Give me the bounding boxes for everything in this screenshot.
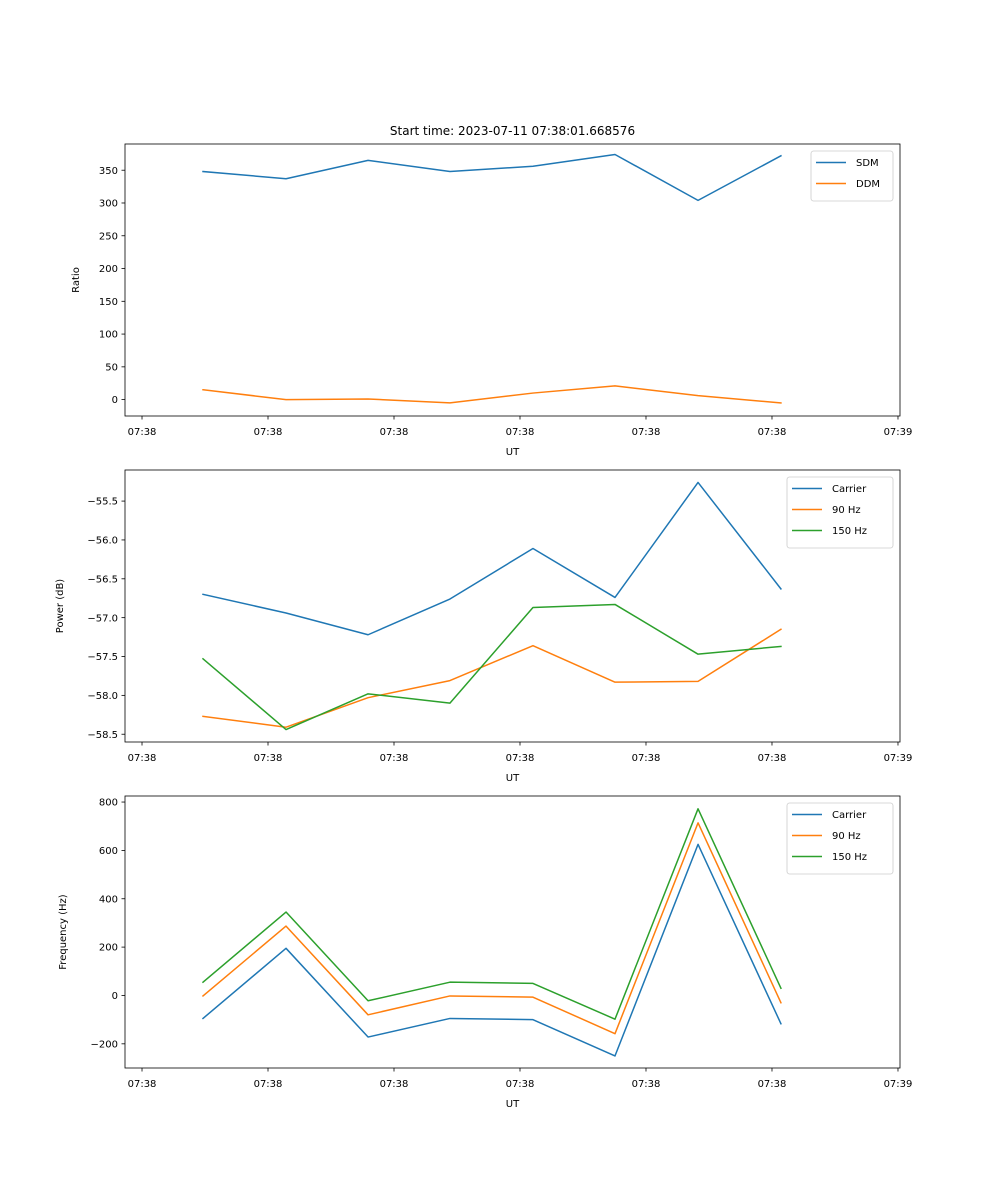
series-line-150-hz	[201, 603, 782, 731]
legend-label: Carrier	[832, 484, 867, 495]
y-axis-label: Ratio	[71, 267, 82, 293]
y-tick-label: −55.5	[87, 497, 118, 508]
x-tick-label: 07:38	[254, 427, 283, 438]
x-tick-label: 07:38	[758, 427, 787, 438]
y-tick-label: 800	[99, 798, 118, 809]
y-tick-label: 50	[105, 362, 118, 373]
series-line-ddm	[202, 385, 782, 404]
x-tick-label: 07:38	[632, 1079, 661, 1090]
y-tick-label: −58.5	[87, 730, 118, 741]
x-axis-label: UT	[506, 447, 520, 458]
y-tick-label: 350	[99, 166, 118, 177]
legend: SDM DDM	[810, 150, 894, 202]
x-tick-label: 07:38	[380, 1079, 409, 1090]
axes-frame	[124, 143, 901, 417]
x-tick-label: 07:38	[128, 427, 157, 438]
y-axis-label: Power (dB)	[55, 579, 66, 634]
y-tick-label: 0	[112, 395, 118, 406]
series-line-90-hz	[201, 822, 782, 1035]
y-tick-label: −56.0	[87, 536, 118, 547]
series-line-carrier	[202, 481, 782, 636]
x-tick-label: 07:38	[254, 1079, 283, 1090]
y-tick-label: −58.0	[87, 691, 118, 702]
legend-label: 90 Hz	[832, 831, 861, 842]
x-tick-label: 07:39	[884, 427, 913, 438]
x-tick-label: 07:38	[128, 753, 157, 764]
x-tick-label: 07:38	[632, 753, 661, 764]
x-tick-label: 07:39	[884, 753, 913, 764]
axes-frame	[124, 469, 901, 743]
x-tick-label: 07:38	[380, 753, 409, 764]
y-tick-label: 100	[99, 330, 118, 341]
y-tick-label: 600	[99, 846, 118, 857]
x-tick-label: 07:38	[758, 753, 787, 764]
legend-label: Carrier	[832, 810, 867, 821]
legend-label: 150 Hz	[832, 526, 867, 537]
x-axis-label: UT	[506, 1099, 520, 1110]
axes-frame	[124, 795, 901, 1069]
y-tick-label: 200	[99, 264, 118, 275]
y-tick-label: 0	[112, 991, 118, 1002]
legend-label: 90 Hz	[832, 505, 861, 516]
x-tick-label: 07:39	[884, 1079, 913, 1090]
x-tick-label: 07:38	[254, 753, 283, 764]
series-line-sdm	[202, 153, 782, 202]
legend: Carrier 90 Hz 150 Hz	[786, 476, 894, 549]
y-tick-label: −57.0	[87, 613, 118, 624]
legend-label: DDM	[856, 179, 880, 190]
series-line-150-hz	[201, 808, 782, 1020]
panel-power: 07:38 07:38 07:38 07:38 07:38 07:38 07:39 −58.5…	[55, 469, 913, 784]
x-tick-label: 07:38	[632, 427, 661, 438]
x-tick-label: 07:38	[758, 1079, 787, 1090]
y-tick-label: 200	[99, 943, 118, 954]
y-tick-label: −57.5	[87, 652, 118, 663]
legend-box	[810, 150, 894, 202]
legend-label: SDM	[856, 158, 879, 169]
y-tick-label: 300	[99, 199, 118, 210]
x-tick-label: 07:38	[506, 753, 535, 764]
panel-ratio: 07:38 07:38 07:38 07:38 07:38 07:38 07:39 0 50 10…	[71, 143, 913, 458]
y-tick-label: −200	[91, 1039, 118, 1050]
x-tick-label: 07:38	[506, 427, 535, 438]
y-tick-label: 150	[99, 297, 118, 308]
x-tick-label: 07:38	[380, 427, 409, 438]
panel-frequency: 07:38 07:38 07:38 07:38 07:38 07:38 07:39 −200 0…	[58, 795, 913, 1110]
x-tick-label: 07:38	[506, 1079, 535, 1090]
chart-title: Start time: 2023-07-11 07:38:01.668576	[390, 124, 635, 138]
legend: Carrier 90 Hz 150 Hz	[786, 802, 894, 875]
y-tick-label: 400	[99, 894, 118, 905]
x-axis-label: UT	[506, 773, 520, 784]
series-line-90-hz	[202, 628, 782, 728]
legend-label: 150 Hz	[832, 852, 867, 863]
x-tick-label: 07:38	[128, 1079, 157, 1090]
y-tick-label: −56.5	[87, 574, 118, 585]
series-line-carrier	[201, 843, 782, 1057]
y-tick-label: 250	[99, 231, 118, 242]
y-axis-label: Frequency (Hz)	[58, 894, 69, 970]
